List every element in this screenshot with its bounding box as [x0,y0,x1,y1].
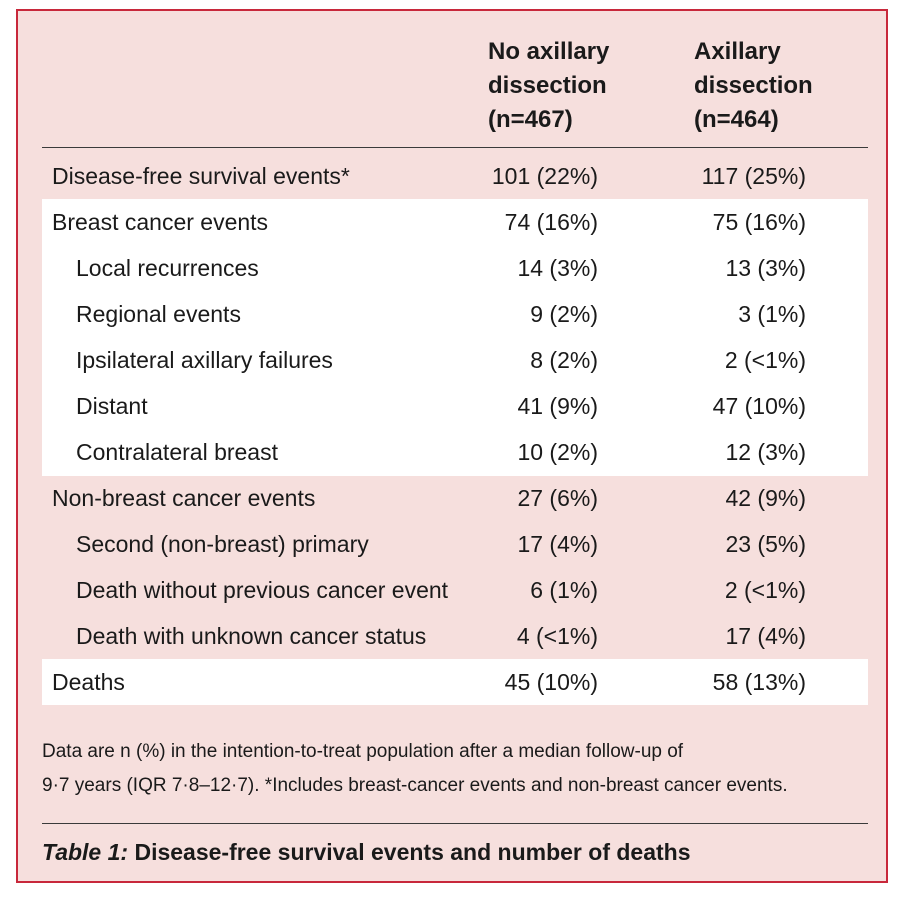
row-label: Deaths [52,669,125,695]
table-row: Disease-free survival events* 101 (22%) … [18,153,886,199]
row-label: Breast cancer events [52,209,269,235]
table-row: Deaths 45 (10%) 58 (13%) [18,659,886,705]
table-row: Ipsilateral axillary failures 8 (2%) 2 (… [18,337,886,383]
row-value-no-axillary: 9 (2%) [530,301,598,327]
header-divider [42,147,868,148]
row-value-axillary: 2 (<1%) [724,347,806,373]
row-value-axillary: 42 (9%) [725,485,806,511]
row-value-no-axillary: 74 (16%) [504,209,598,235]
table-row: Breast cancer events 74 (16%) 75 (16%) [18,199,886,245]
table-caption: Table 1: Disease-free survival events an… [42,837,691,867]
footnote-line: Data are n (%) in the intention-to-treat… [42,741,684,762]
table-row: Death with unknown cancer status 4 (<1%)… [18,613,886,659]
table-row: Contralateral breast 10 (2%) 12 (3%) [18,429,886,475]
row-label: Death without previous cancer event [76,577,449,603]
row-label: Regional events [76,301,241,327]
column-header-line: No axillary [488,38,610,65]
caption-text: Disease-free survival events and number … [128,839,691,865]
row-band [42,199,868,476]
footnote-line: 9·7 years (IQR 7·8–12·7). *Includes brea… [42,775,788,796]
row-value-axillary: 12 (3%) [725,439,806,465]
row-label: Second (non-breast) primary [76,531,369,557]
column-header-line: dissection [694,72,813,99]
row-value-axillary: 117 (25%) [701,163,806,189]
table-row: Non-breast cancer events 27 (6%) 42 (9%) [18,475,886,521]
row-value-no-axillary: 14 (3%) [517,255,598,281]
row-value-axillary: 23 (5%) [725,531,806,557]
row-value-no-axillary: 4 (<1%) [516,623,598,649]
table-row: Regional events 9 (2%) 3 (1%) [18,291,886,337]
column-header-line: Axillary [694,38,781,65]
row-label: Ipsilateral axillary failures [76,347,333,373]
row-label: Contralateral breast [76,439,278,465]
row-value-no-axillary: 41 (9%) [517,393,598,419]
row-label: Distant [76,393,148,419]
row-label: Death with unknown cancer status [76,623,427,649]
row-value-axillary: 75 (16%) [712,209,806,235]
column-header-line: dissection [488,72,607,99]
table-panel: No axillary dissection (n=467) Axillary … [16,9,888,883]
column-header-line: (n=467) [488,106,573,133]
row-value-no-axillary: 17 (4%) [517,531,598,557]
row-value-axillary: 3 (1%) [738,301,806,327]
column-header-no-axillary-dissection: No axillary dissection (n=467) [488,35,609,137]
row-value-no-axillary: 8 (2%) [530,347,598,373]
row-label: Local recurrences [76,255,259,281]
row-label: Disease-free survival events* [52,163,350,189]
table-row: Death without previous cancer event 6 (1… [18,567,886,613]
row-value-no-axillary: 6 (1%) [530,577,598,603]
table-row: Second (non-breast) primary 17 (4%) 23 (… [18,521,886,567]
row-band [42,659,868,705]
row-value-axillary: 2 (<1%) [724,577,806,603]
caption-divider [42,823,868,824]
column-header-line: (n=464) [694,106,779,133]
row-value-axillary: 58 (13%) [712,669,806,695]
row-value-axillary: 17 (4%) [725,623,806,649]
row-value-axillary: 47 (10%) [712,393,806,419]
table-row: Local recurrences 14 (3%) 13 (3%) [18,245,886,291]
row-value-no-axillary: 10 (2%) [517,439,598,465]
column-header-axillary-dissection: Axillary dissection (n=464) [694,35,813,137]
footnote: Data are n (%) in the intention-to-treat… [42,735,872,803]
table-row: Distant 41 (9%) 47 (10%) [18,383,886,429]
row-value-axillary: 13 (3%) [725,255,806,281]
row-label: Non-breast cancer events [52,485,316,511]
row-value-no-axillary: 27 (6%) [517,485,598,511]
row-value-no-axillary: 101 (22%) [491,163,598,189]
row-value-no-axillary: 45 (10%) [504,669,598,695]
caption-label: Table 1: [42,839,129,865]
